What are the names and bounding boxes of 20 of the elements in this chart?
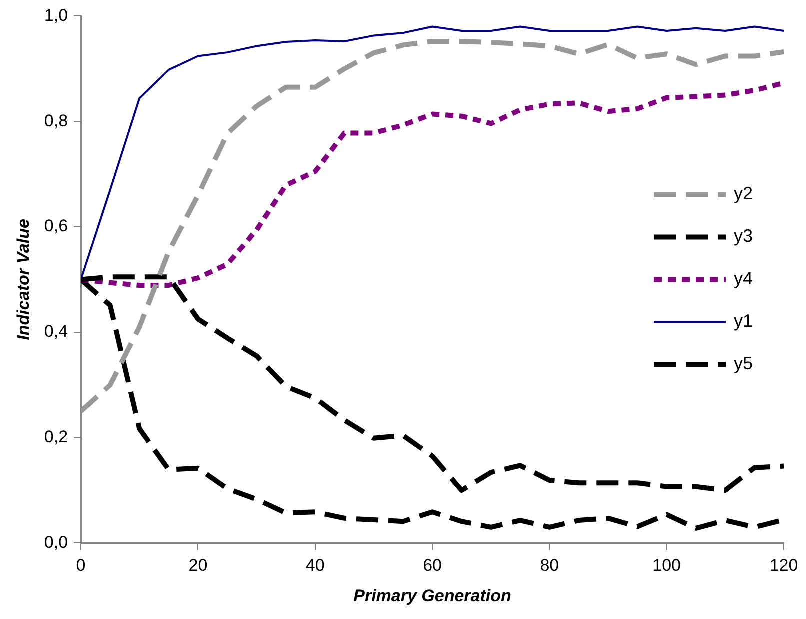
- x-tick-label: 80: [540, 556, 560, 576]
- y-axis-title: Indicator Value: [14, 219, 33, 340]
- x-axis-title: Primary Generation: [354, 586, 512, 606]
- legend-label: y1: [734, 311, 754, 332]
- y-tick-label: 0,6: [44, 216, 68, 236]
- legend-label: y4: [734, 268, 754, 289]
- x-tick-label: 20: [188, 556, 208, 576]
- y-tick-label: 1,0: [44, 6, 68, 25]
- x-tick-label: 40: [306, 556, 325, 576]
- legend-label: y5: [734, 354, 754, 374]
- legend-label: y2: [734, 184, 754, 204]
- x-tick-label: 120: [770, 556, 798, 576]
- legend-label: y3: [734, 226, 754, 246]
- y-tick-label: 0,0: [44, 532, 68, 552]
- x-tick-label: 60: [423, 556, 442, 576]
- y-tick-label: 0,8: [44, 111, 68, 130]
- y-tick-label: 0,4: [44, 322, 68, 342]
- y-tick-label: 0,2: [44, 427, 68, 446]
- x-tick-label: 100: [652, 556, 682, 576]
- x-tick-label: 0: [76, 556, 86, 576]
